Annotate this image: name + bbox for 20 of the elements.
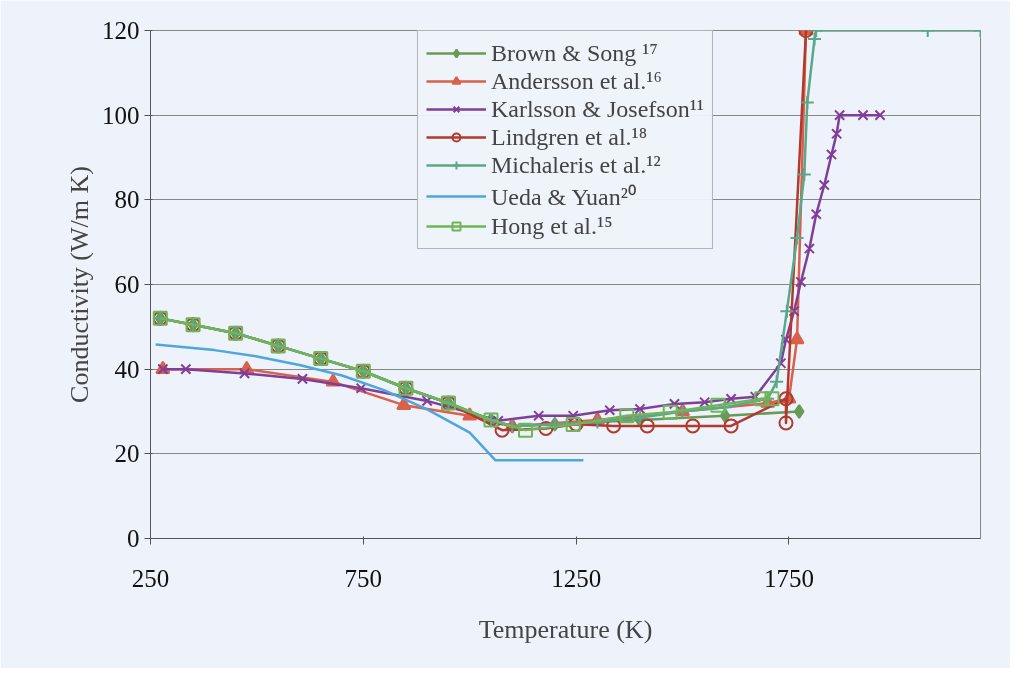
- x-tick-label: 1750: [763, 564, 814, 592]
- legend-label: Brown & Song ¹⁷: [490, 39, 658, 67]
- y-tick-label: 60: [114, 271, 140, 298]
- legend-label: Lindgren et al.¹⁸: [490, 123, 648, 151]
- y-tick-label: 120: [102, 17, 140, 44]
- x-axis-title: Temperature (K): [478, 614, 653, 644]
- y-tick-label: 40: [114, 355, 140, 383]
- y-tick-label: 0: [127, 525, 140, 552]
- x-tick-label: 250: [131, 564, 170, 592]
- x-tick-label: 750: [344, 564, 383, 592]
- legend-label: Ueda & Yuan²⁰: [490, 183, 636, 212]
- y-tick-label: 100: [102, 101, 140, 129]
- y-axis-title: Conductivity (W/m K): [65, 166, 94, 403]
- y-tick-label: 80: [114, 186, 140, 214]
- legend-label: Andersson et al.¹⁶: [490, 67, 662, 95]
- y-tick-label: 20: [114, 440, 140, 468]
- legend-label: Michaleris et al.¹²: [490, 151, 661, 179]
- legend-label: Karlsson & Josefson¹¹: [490, 95, 705, 123]
- legend-label: Hong et al.¹⁵: [490, 212, 613, 240]
- x-tick-label: 1250: [551, 564, 602, 592]
